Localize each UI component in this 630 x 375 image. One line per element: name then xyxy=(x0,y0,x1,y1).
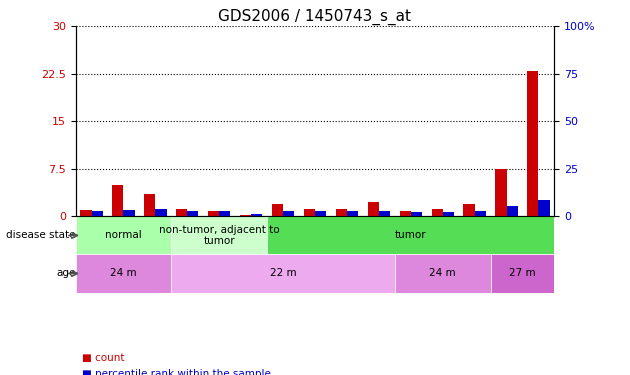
FancyBboxPatch shape xyxy=(395,255,491,292)
Text: 22 m: 22 m xyxy=(270,268,296,279)
Text: normal: normal xyxy=(105,231,142,240)
Bar xyxy=(208,211,219,216)
Text: non-tumor, adjacent to
tumor: non-tumor, adjacent to tumor xyxy=(159,225,280,246)
Text: age: age xyxy=(56,268,76,279)
Bar xyxy=(315,211,326,216)
Bar xyxy=(81,210,91,216)
Bar xyxy=(399,211,411,216)
Bar xyxy=(411,211,422,216)
Bar xyxy=(304,209,315,216)
Text: disease state: disease state xyxy=(6,231,76,240)
Bar xyxy=(176,209,187,216)
Bar xyxy=(272,204,283,216)
Bar xyxy=(495,169,507,216)
Text: ■ count: ■ count xyxy=(82,352,124,363)
Bar xyxy=(432,209,443,216)
Bar xyxy=(187,211,198,216)
Bar xyxy=(527,70,539,216)
Bar xyxy=(443,211,454,216)
Bar xyxy=(144,194,156,216)
FancyBboxPatch shape xyxy=(76,255,171,292)
Bar xyxy=(464,204,474,216)
Bar xyxy=(507,206,518,216)
Bar xyxy=(379,211,390,216)
FancyBboxPatch shape xyxy=(171,216,267,255)
Bar xyxy=(123,210,135,216)
Bar xyxy=(283,211,294,216)
Bar xyxy=(368,202,379,216)
Bar xyxy=(251,214,262,216)
Bar xyxy=(347,211,358,216)
Bar xyxy=(474,211,486,216)
Bar xyxy=(336,209,347,216)
Bar xyxy=(539,200,549,216)
FancyBboxPatch shape xyxy=(171,255,395,292)
FancyBboxPatch shape xyxy=(76,216,171,255)
Bar xyxy=(156,209,166,216)
FancyBboxPatch shape xyxy=(267,216,554,255)
Title: GDS2006 / 1450743_s_at: GDS2006 / 1450743_s_at xyxy=(219,9,411,25)
Text: 24 m: 24 m xyxy=(430,268,456,279)
Bar xyxy=(219,211,231,216)
Bar xyxy=(240,214,251,216)
Bar xyxy=(112,185,123,216)
FancyBboxPatch shape xyxy=(491,255,554,292)
Text: tumor: tumor xyxy=(395,231,427,240)
Text: 27 m: 27 m xyxy=(509,268,536,279)
Bar xyxy=(91,211,103,216)
Text: ■ percentile rank within the sample: ■ percentile rank within the sample xyxy=(82,369,271,375)
Text: 24 m: 24 m xyxy=(110,268,137,279)
